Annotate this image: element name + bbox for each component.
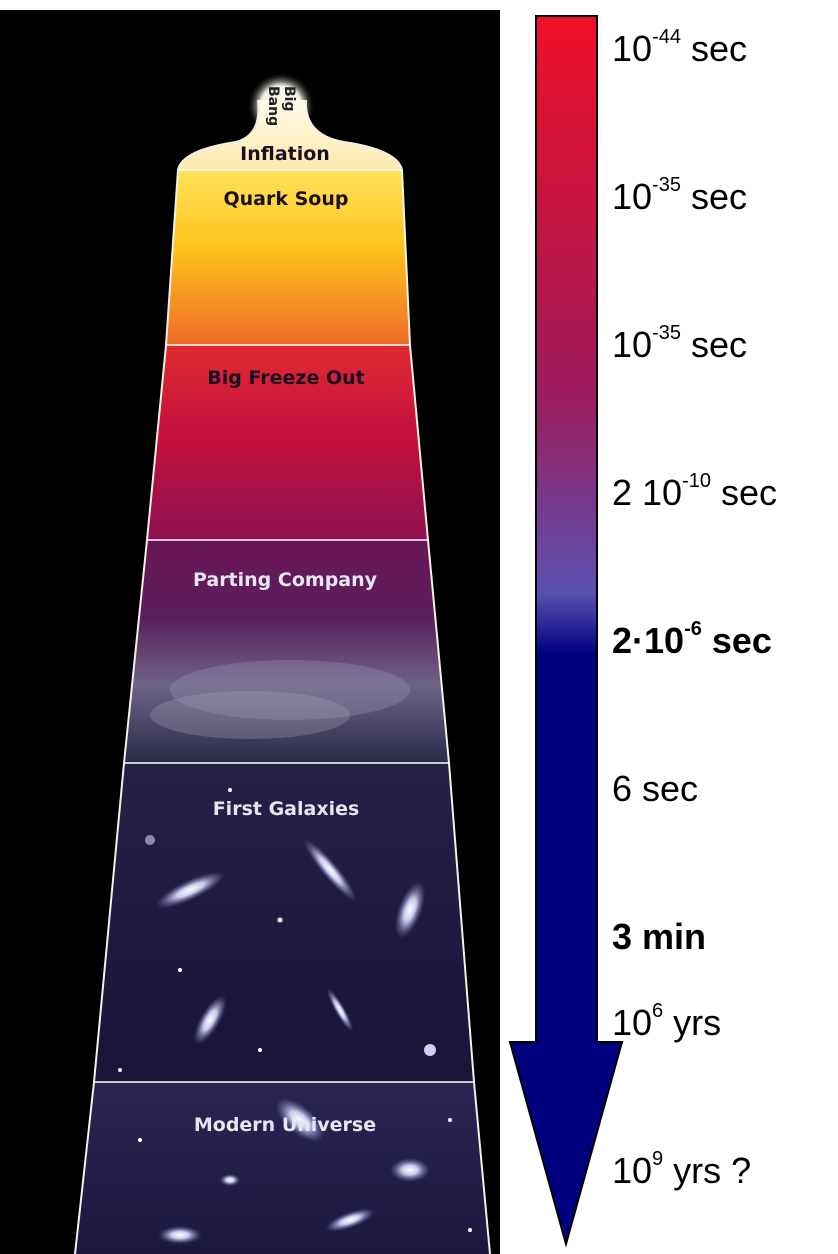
era-label-modern-universe: Modern Universe bbox=[194, 1114, 376, 1136]
galaxy bbox=[394, 881, 426, 939]
time-label-7: 3 min bbox=[612, 916, 707, 957]
tower-left-edge bbox=[74, 99, 260, 1254]
star bbox=[277, 917, 283, 923]
parting-company-band bbox=[124, 540, 449, 763]
big-bang-label-line2: Bang bbox=[265, 86, 281, 126]
haze-cloud bbox=[150, 691, 350, 739]
era-label-first-galaxies: First Galaxies bbox=[213, 798, 360, 820]
galaxy bbox=[275, 1097, 325, 1143]
time-label-6: 6 sec bbox=[612, 768, 699, 809]
galaxy bbox=[326, 988, 354, 1032]
galaxy bbox=[303, 838, 357, 902]
quark-soup-band bbox=[166, 170, 410, 345]
star bbox=[138, 1138, 142, 1142]
inflation-band bbox=[178, 100, 402, 170]
galaxy bbox=[155, 871, 225, 909]
time-label-9: 109 yrs ? bbox=[612, 1148, 752, 1191]
big-bang-label-line1: Big bbox=[281, 86, 297, 112]
galaxy bbox=[390, 1158, 430, 1182]
star bbox=[258, 1048, 262, 1052]
star bbox=[145, 835, 155, 845]
star bbox=[228, 788, 232, 792]
star bbox=[118, 1068, 122, 1072]
modern-universe-band bbox=[75, 1082, 490, 1254]
star bbox=[178, 968, 182, 972]
time-label-3: 10-35 sec bbox=[612, 322, 747, 365]
universe-timeline-illustration: Big Bang Inflation Quark Soup Big Freeze… bbox=[0, 10, 500, 1254]
era-label-big-freeze-out: Big Freeze Out bbox=[207, 367, 364, 389]
era-label-inflation: Inflation bbox=[240, 143, 330, 165]
galaxy bbox=[220, 1174, 240, 1186]
time-label-4: 2 10-10 sec bbox=[612, 470, 778, 513]
galaxy-field bbox=[118, 788, 472, 1244]
time-label-1: 10-44 sec bbox=[612, 26, 747, 69]
time-label-2: 10-35 sec bbox=[612, 174, 747, 217]
star bbox=[424, 1044, 436, 1056]
big-freeze-band bbox=[147, 345, 428, 540]
era-label-quark-soup: Quark Soup bbox=[224, 188, 349, 210]
galaxy bbox=[158, 1226, 202, 1244]
first-galaxies-band bbox=[94, 763, 474, 1082]
time-arrow-shape bbox=[508, 15, 624, 1248]
galaxy bbox=[325, 1208, 375, 1232]
galaxy bbox=[193, 995, 227, 1045]
haze-cloud bbox=[170, 660, 410, 720]
tower-right-edge bbox=[304, 99, 491, 1254]
time-label-8: 106 yrs bbox=[612, 1000, 722, 1043]
time-label-5: 2·10-6 sec bbox=[612, 618, 772, 661]
era-label-parting-company: Parting Company bbox=[193, 569, 378, 591]
star bbox=[448, 1118, 452, 1122]
star bbox=[468, 1228, 472, 1232]
